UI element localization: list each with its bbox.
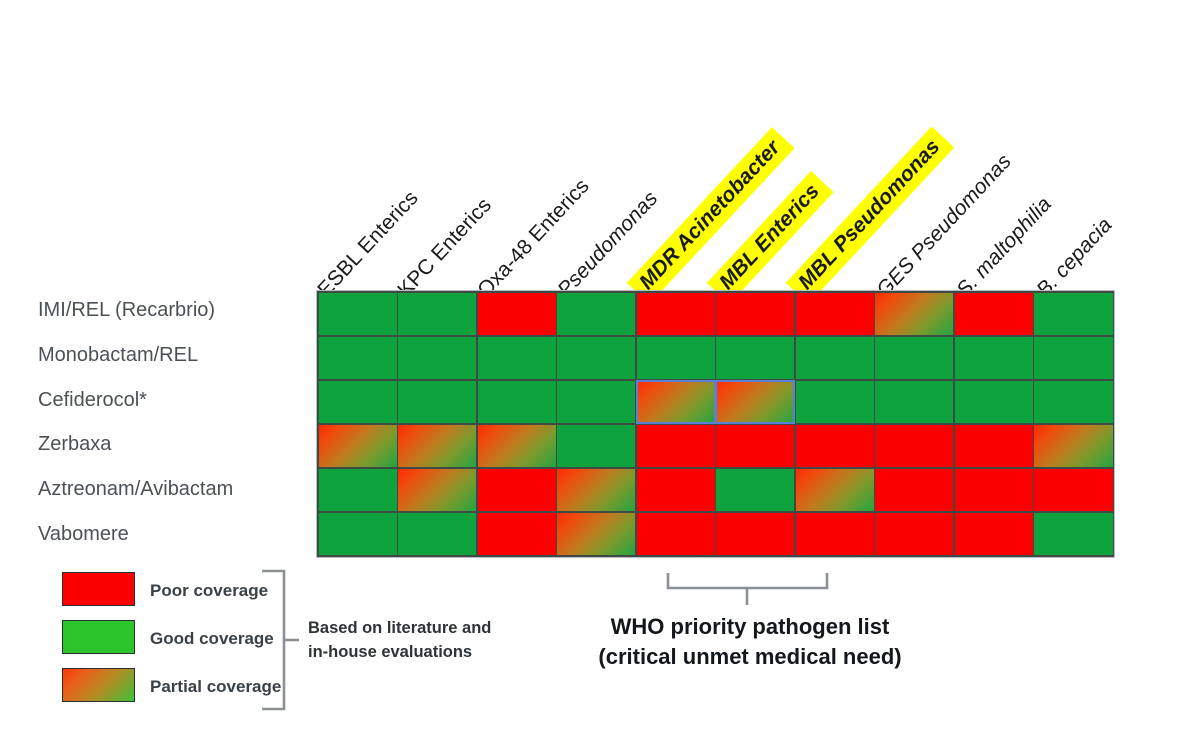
row-label-5: Aztreonam/Avibactam xyxy=(38,478,234,500)
legend-label-poor: Poor coverage xyxy=(150,581,269,600)
matrix-cell[interactable] xyxy=(636,468,715,512)
matrix-cell[interactable] xyxy=(557,380,636,424)
matrix-cell[interactable] xyxy=(398,468,477,512)
matrix-cell[interactable] xyxy=(557,468,636,512)
matrix-cell[interactable] xyxy=(716,424,795,468)
row-label-1: IMI/REL (Recarbrio) xyxy=(38,299,216,322)
matrix-cell[interactable] xyxy=(954,336,1033,380)
matrix-cell[interactable] xyxy=(954,424,1033,468)
row-label-3: Cefiderocol* xyxy=(38,388,147,411)
matrix-cell[interactable] xyxy=(557,512,636,556)
matrix-cell[interactable] xyxy=(1034,512,1113,556)
legend-label-partial: Partial coverage xyxy=(150,677,282,696)
who-caption-line2: (critical unmet medical need) xyxy=(598,643,902,669)
legend-note-line2: in-house evaluations xyxy=(308,642,473,661)
who-bracket xyxy=(666,573,829,590)
matrix-cell[interactable] xyxy=(795,424,874,468)
matrix-cell[interactable] xyxy=(1034,468,1113,512)
matrix-cell[interactable] xyxy=(1034,292,1113,336)
matrix-cell[interactable] xyxy=(318,424,397,468)
matrix-cell[interactable] xyxy=(398,380,477,424)
matrix-cell[interactable] xyxy=(477,468,556,512)
matrix-cell[interactable] xyxy=(636,512,715,556)
matrix-cell[interactable] xyxy=(636,292,715,336)
coverage-matrix[interactable] xyxy=(316,290,1115,558)
matrix-cell[interactable] xyxy=(875,468,954,512)
matrix-cell[interactable] xyxy=(398,424,477,468)
legend-note: Based on literature and in-house evaluat… xyxy=(308,617,491,665)
matrix-cell[interactable] xyxy=(477,512,556,556)
matrix-cell[interactable] xyxy=(954,512,1033,556)
matrix-cell[interactable] xyxy=(557,336,636,380)
matrix-cell[interactable] xyxy=(477,424,556,468)
matrix-cell[interactable] xyxy=(795,336,874,380)
matrix-cell[interactable] xyxy=(477,380,556,424)
matrix-cell[interactable] xyxy=(954,380,1033,424)
matrix-cell[interactable] xyxy=(398,336,477,380)
matrix-cell[interactable] xyxy=(875,336,954,380)
legend-swatch-good xyxy=(62,620,135,654)
matrix-cell[interactable] xyxy=(477,292,556,336)
matrix-cell[interactable] xyxy=(557,292,636,336)
row-label-2: Monobactam/REL xyxy=(38,344,199,366)
matrix-cell[interactable] xyxy=(875,380,954,424)
matrix-cell[interactable] xyxy=(318,468,397,512)
matrix-cell[interactable] xyxy=(954,468,1033,512)
matrix-cell[interactable] xyxy=(875,512,954,556)
matrix-cell[interactable] xyxy=(875,424,954,468)
matrix-cell[interactable] xyxy=(715,379,796,425)
matrix-cell[interactable] xyxy=(318,292,397,336)
matrix-cell[interactable] xyxy=(875,292,954,336)
legend-label-good: Good coverage xyxy=(150,629,274,648)
matrix-cell[interactable] xyxy=(318,380,397,424)
matrix-cell[interactable] xyxy=(1034,336,1113,380)
legend-swatch-poor xyxy=(62,572,135,606)
matrix-cell[interactable] xyxy=(716,512,795,556)
matrix-cell[interactable] xyxy=(636,336,715,380)
row-label-6: Vabomere xyxy=(38,522,129,545)
matrix-cell[interactable] xyxy=(318,512,397,556)
who-caption-line1: WHO priority pathogen list xyxy=(610,614,890,639)
row-label-4: Zerbaxa xyxy=(38,433,112,456)
matrix-cell[interactable] xyxy=(716,336,795,380)
column-header-10: B. cepacia xyxy=(1032,213,1117,302)
legend-swatch-partial xyxy=(62,668,135,702)
legend-note-line1: Based on literature and xyxy=(308,619,492,637)
matrix-cell[interactable] xyxy=(795,468,874,512)
matrix-cell[interactable] xyxy=(716,468,795,512)
matrix-cell[interactable] xyxy=(795,292,874,336)
matrix-cell[interactable] xyxy=(795,380,874,424)
matrix-cell[interactable] xyxy=(318,336,397,380)
matrix-cell[interactable] xyxy=(477,336,556,380)
matrix-cell[interactable] xyxy=(557,424,636,468)
matrix-cell[interactable] xyxy=(716,292,795,336)
who-caption: WHO priority pathogen list (critical unm… xyxy=(540,612,960,671)
matrix-cell[interactable] xyxy=(1034,424,1113,468)
matrix-cell[interactable] xyxy=(795,512,874,556)
matrix-cell[interactable] xyxy=(398,292,477,336)
matrix-cell[interactable] xyxy=(635,379,716,425)
matrix-cell[interactable] xyxy=(1034,380,1113,424)
matrix-cell[interactable] xyxy=(954,292,1033,336)
matrix-cell[interactable] xyxy=(636,424,715,468)
matrix-cell[interactable] xyxy=(398,512,477,556)
